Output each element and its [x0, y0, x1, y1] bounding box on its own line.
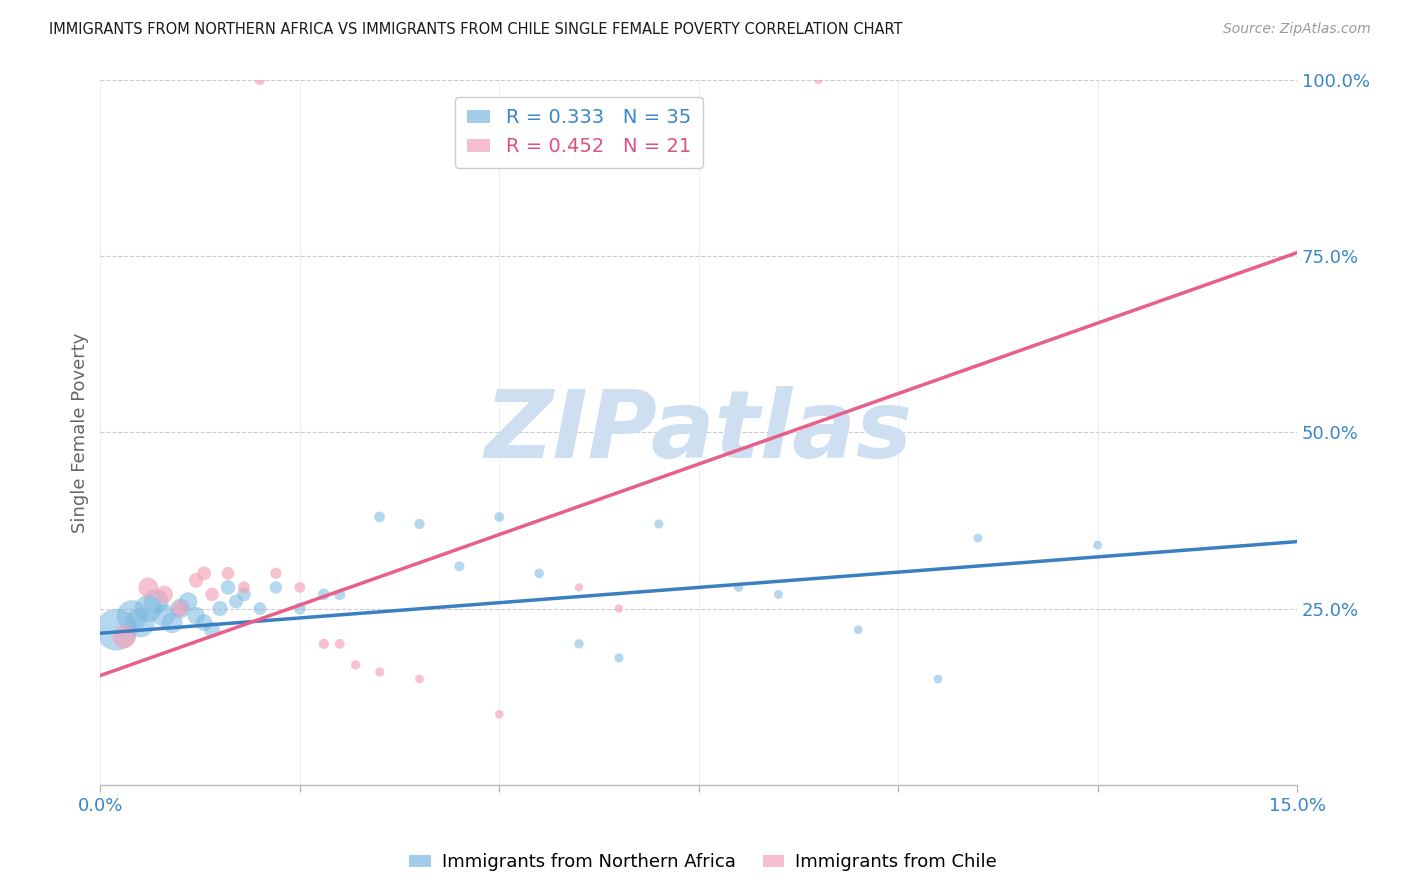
Point	[217, 581, 239, 595]
Point	[264, 581, 287, 595]
Point	[368, 665, 391, 679]
Point	[184, 608, 207, 623]
Y-axis label: Single Female Poverty: Single Female Poverty	[72, 332, 89, 533]
Point	[768, 587, 790, 601]
Point	[201, 623, 224, 637]
Point	[153, 587, 176, 601]
Text: Source: ZipAtlas.com: Source: ZipAtlas.com	[1223, 22, 1371, 37]
Point	[264, 566, 287, 581]
Point	[568, 637, 591, 651]
Point	[169, 601, 191, 615]
Point	[846, 623, 869, 637]
Point	[184, 574, 207, 588]
Point	[527, 566, 550, 581]
Point	[177, 594, 200, 608]
Point	[233, 587, 256, 601]
Point	[607, 601, 630, 615]
Point	[225, 594, 247, 608]
Text: ZIPatlas: ZIPatlas	[485, 386, 912, 478]
Point	[408, 516, 430, 531]
Point	[201, 587, 224, 601]
Point	[727, 581, 749, 595]
Point	[169, 601, 191, 615]
Point	[648, 516, 671, 531]
Point	[368, 510, 391, 524]
Point	[967, 531, 990, 545]
Point	[344, 657, 367, 672]
Point	[488, 510, 510, 524]
Point	[408, 672, 430, 686]
Point	[193, 566, 215, 581]
Point	[121, 608, 143, 623]
Legend: Immigrants from Northern Africa, Immigrants from Chile: Immigrants from Northern Africa, Immigra…	[402, 847, 1004, 879]
Point	[112, 630, 135, 644]
Point	[129, 615, 152, 630]
Text: IMMIGRANTS FROM NORTHERN AFRICA VS IMMIGRANTS FROM CHILE SINGLE FEMALE POVERTY C: IMMIGRANTS FROM NORTHERN AFRICA VS IMMIG…	[49, 22, 903, 37]
Point	[488, 707, 510, 722]
Point	[329, 587, 352, 601]
Point	[217, 566, 239, 581]
Point	[288, 601, 311, 615]
Point	[208, 601, 231, 615]
Point	[136, 601, 159, 615]
Point	[568, 581, 591, 595]
Point	[312, 637, 335, 651]
Point	[249, 601, 271, 615]
Point	[312, 587, 335, 601]
Point	[607, 651, 630, 665]
Legend: R = 0.333   N = 35, R = 0.452   N = 21: R = 0.333 N = 35, R = 0.452 N = 21	[456, 96, 703, 168]
Point	[160, 615, 183, 630]
Point	[145, 594, 167, 608]
Point	[153, 608, 176, 623]
Point	[249, 73, 271, 87]
Point	[105, 623, 128, 637]
Point	[927, 672, 949, 686]
Point	[449, 559, 471, 574]
Point	[288, 581, 311, 595]
Point	[233, 581, 256, 595]
Point	[329, 637, 352, 651]
Point	[193, 615, 215, 630]
Point	[1087, 538, 1109, 552]
Point	[136, 581, 159, 595]
Point	[807, 73, 830, 87]
